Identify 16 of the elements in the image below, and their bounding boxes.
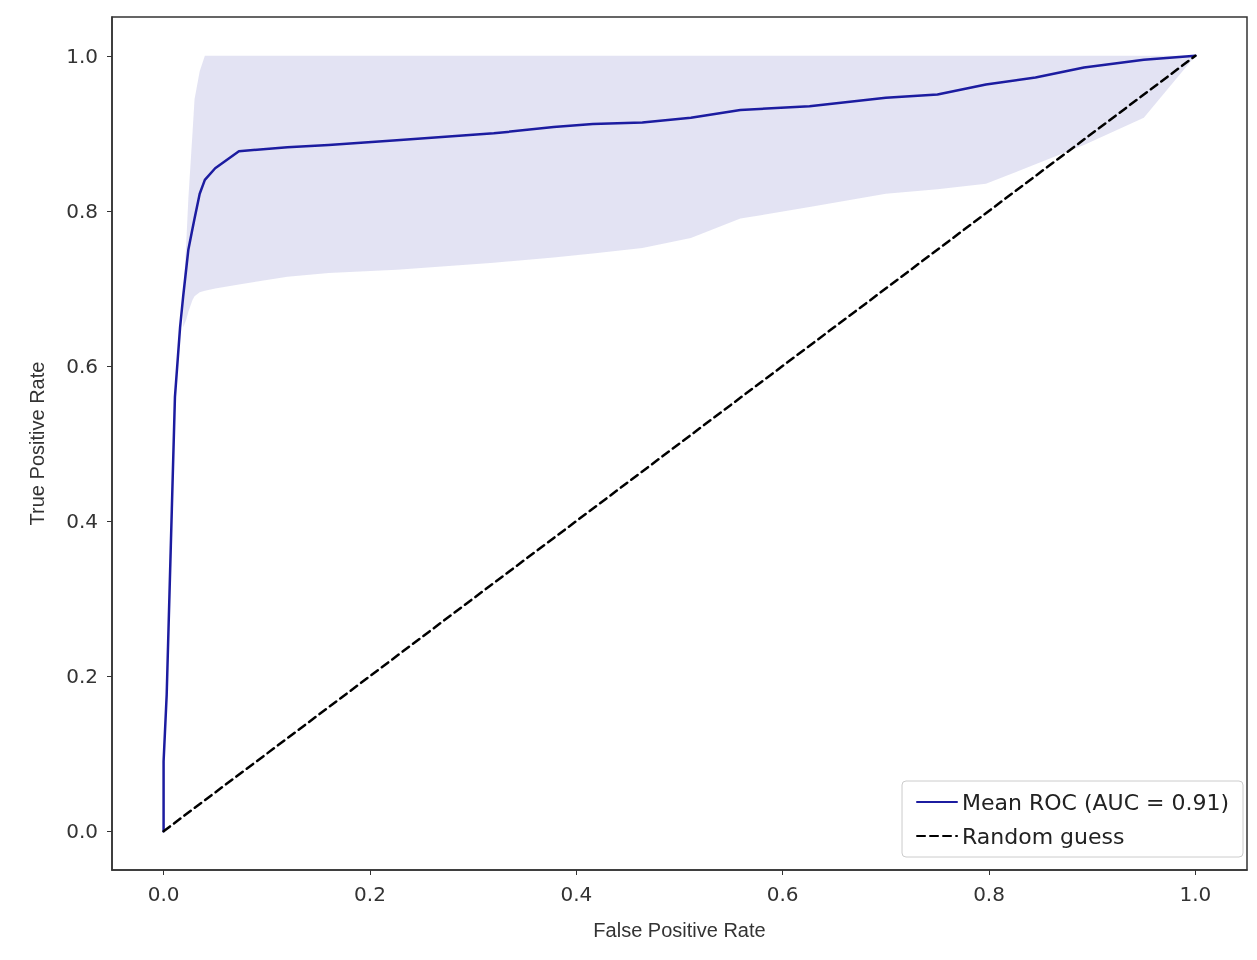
y-tick-label: 0.0	[66, 819, 98, 844]
y-tick-label: 0.8	[66, 198, 98, 223]
x-tick-label: 0.0	[147, 882, 180, 906]
y-axis-title: True Positive Rate	[26, 361, 48, 526]
y-tick-label: 0.6	[66, 353, 98, 378]
x-tick-label: 0.4	[560, 882, 593, 906]
y-tick-label: 0.2	[66, 664, 98, 689]
y-tick-label: 1.0	[66, 43, 98, 68]
legend-label: Random guess	[962, 823, 1125, 849]
legend-label: Mean ROC (AUC = 0.91)	[962, 789, 1230, 815]
x-tick-label: 0.8	[973, 882, 1005, 906]
x-tick-label: 0.2	[354, 882, 386, 906]
x-tick-label: 1.0	[1179, 882, 1212, 906]
y-tick-label: 0.4	[66, 509, 98, 534]
x-axis-title: False Positive Rate	[593, 919, 766, 941]
x-tick-label: 0.6	[766, 882, 799, 906]
